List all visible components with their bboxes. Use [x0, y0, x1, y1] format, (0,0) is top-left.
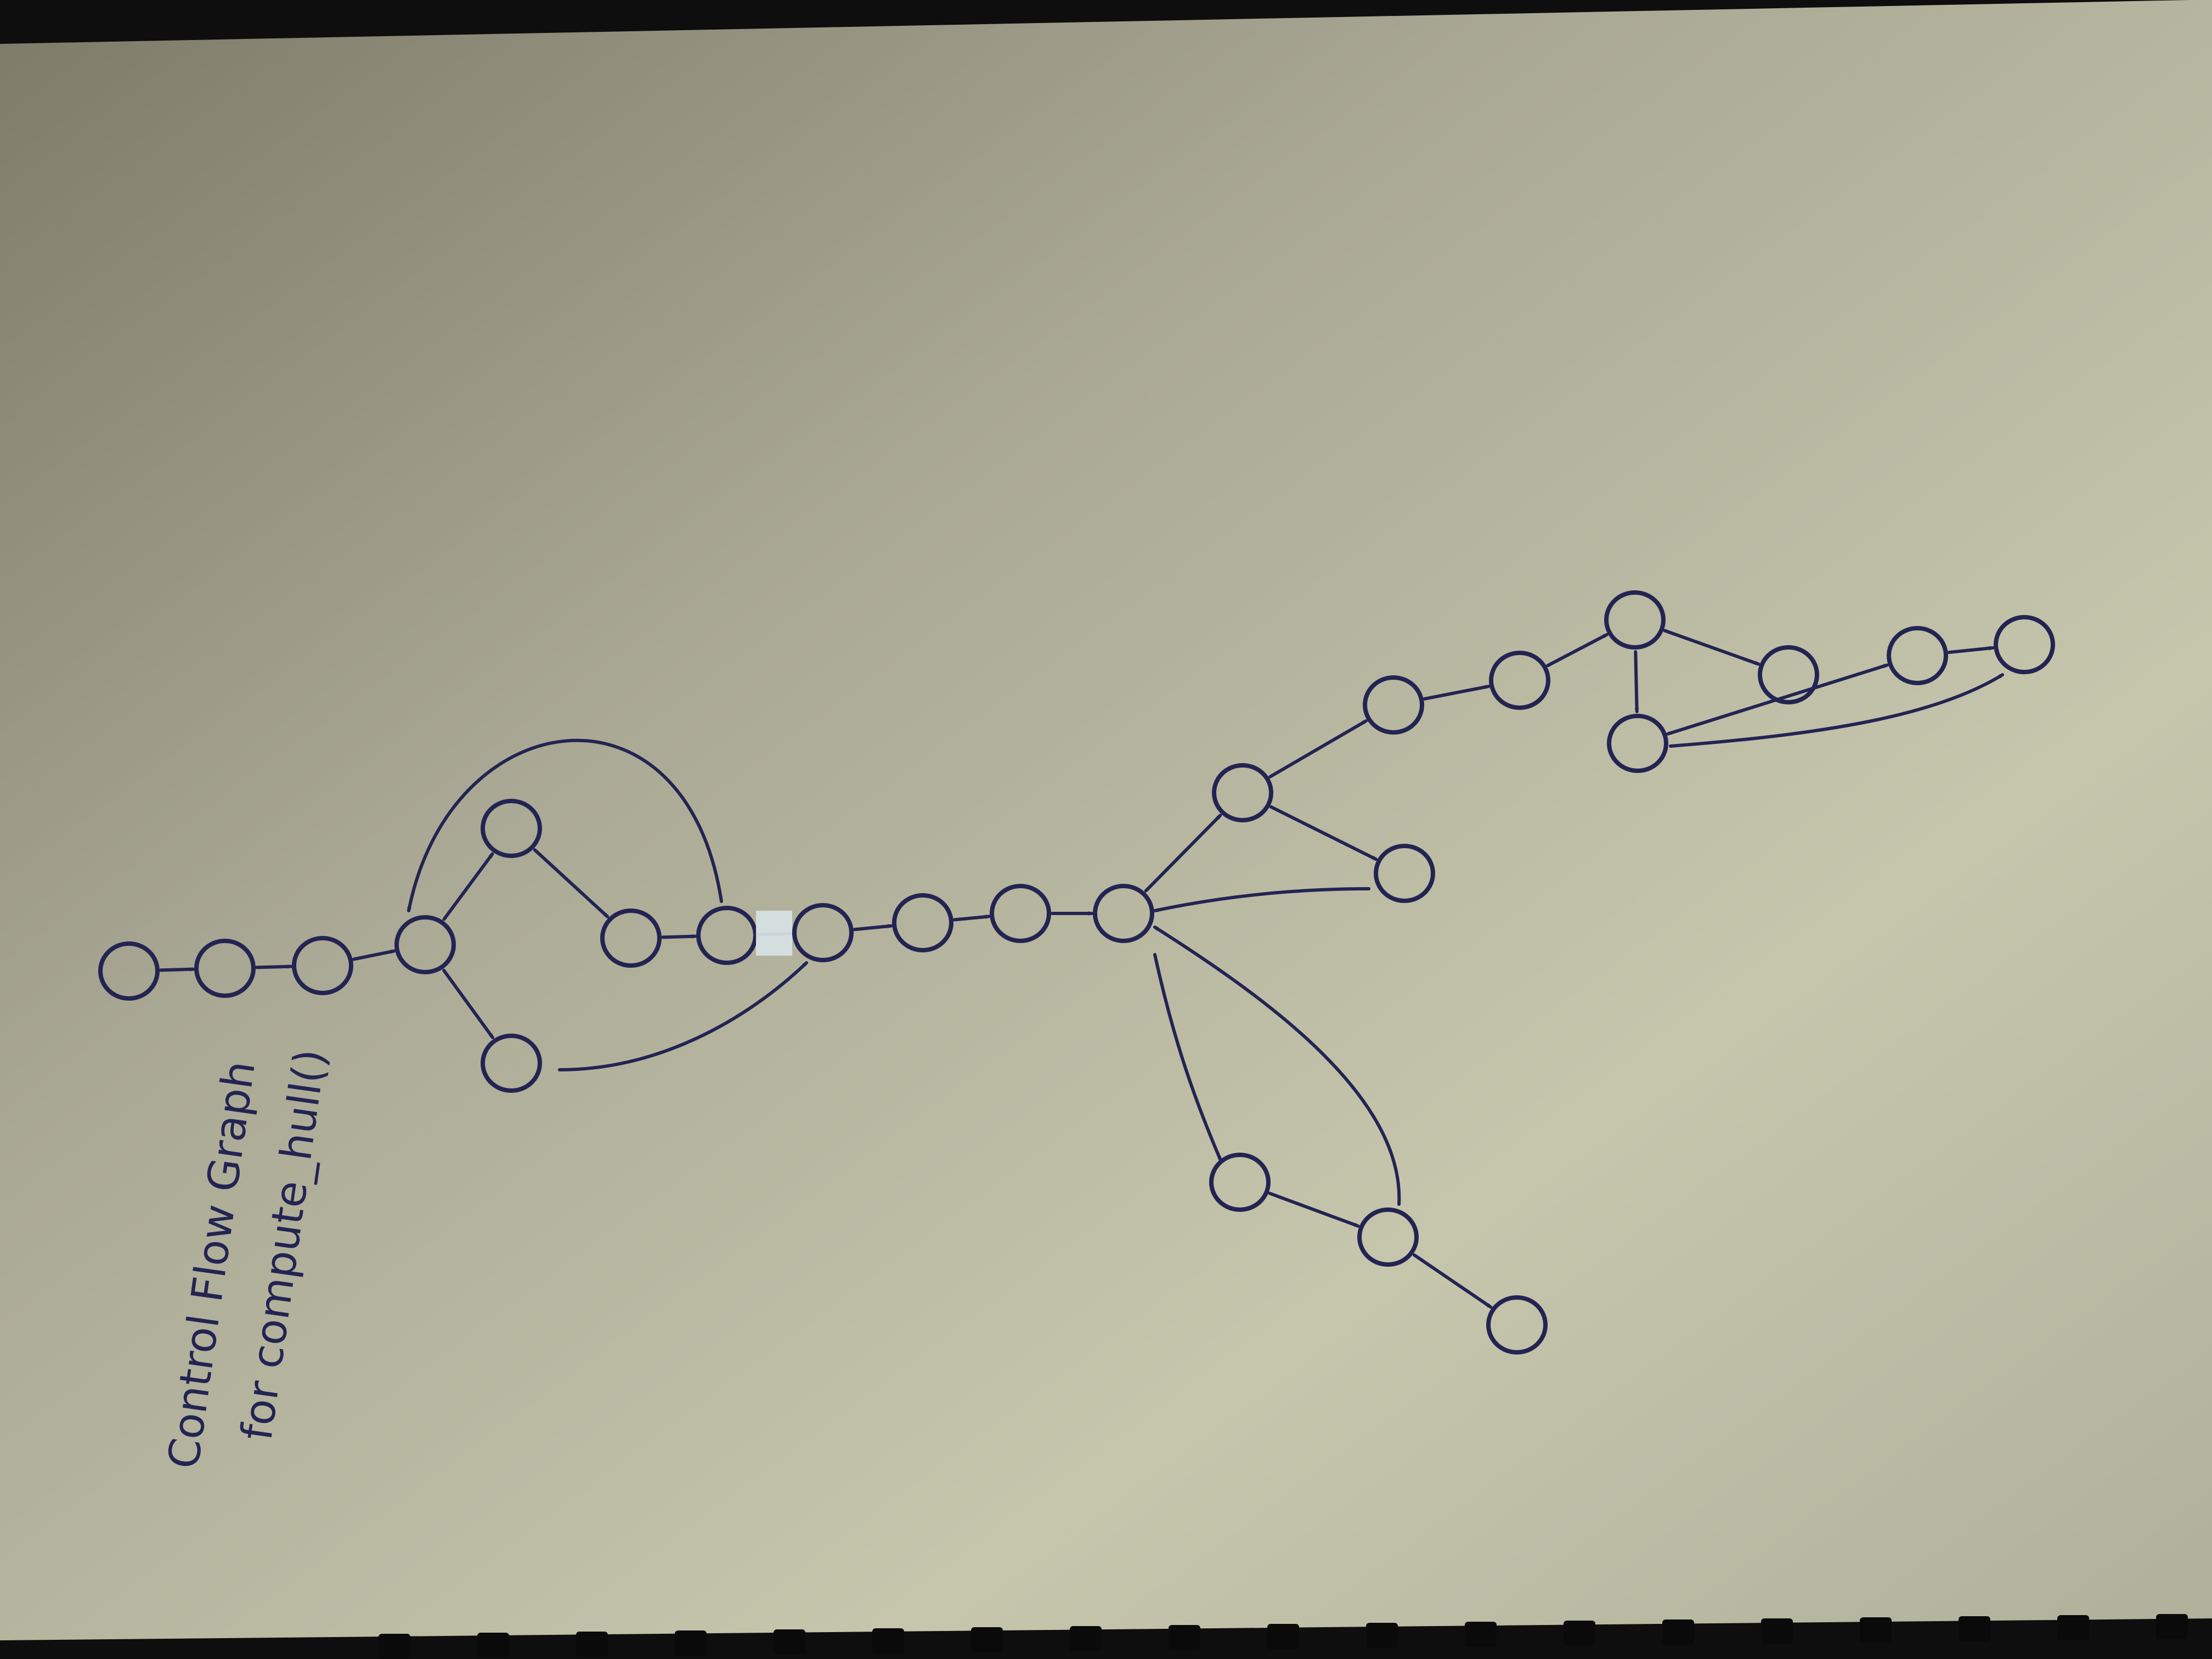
graph-edge-n24-n12	[1153, 926, 1401, 1206]
binding-hole	[774, 1629, 805, 1655]
binding-hole	[2156, 1614, 2188, 1639]
graph-node-n25	[1486, 1295, 1548, 1355]
binding-hole	[1267, 1624, 1299, 1649]
graph-node-n1	[98, 941, 160, 1001]
graph-node-n14	[1363, 675, 1424, 735]
graph-node-n3	[292, 936, 353, 995]
graph-edge-n15-n12	[1153, 887, 1370, 912]
graph-node-n5	[481, 799, 542, 858]
graph-edge-n17-n19	[1663, 629, 1760, 666]
graph-edge-n24-n25	[1412, 1253, 1493, 1309]
graph-node-n8	[792, 903, 854, 962]
spiral-binding	[379, 1614, 2188, 1659]
binding-hole	[675, 1630, 707, 1656]
graph-edge-n3-n4	[352, 949, 396, 961]
graph-node-n16	[1489, 651, 1550, 710]
graph-node-n15	[1374, 844, 1435, 903]
binding-hole	[477, 1633, 509, 1658]
graph-node-n23	[1209, 1153, 1271, 1212]
graph-edge-n12-n23	[1153, 953, 1222, 1162]
graph-node-n12	[1093, 884, 1154, 943]
graph-edge-n1-n2	[159, 969, 195, 972]
graph-node-n20	[1887, 626, 1948, 685]
graph-edge-n12-n13	[1144, 814, 1222, 893]
binding-hole	[1761, 1618, 1793, 1644]
graph-node-n11	[990, 884, 1051, 943]
graph-node-n18	[1607, 714, 1668, 773]
binding-hole	[576, 1632, 608, 1657]
graph-edge-n20-n21	[1947, 648, 1995, 654]
graph-edge-n13-n14	[1268, 719, 1368, 778]
graph-node-n21	[1994, 615, 2055, 674]
tape-strip	[756, 911, 792, 956]
node-layer	[98, 590, 2055, 1355]
binding-hole	[2057, 1615, 2089, 1640]
graph-node-n10	[892, 893, 953, 952]
binding-hole	[379, 1634, 410, 1659]
binding-hole	[1169, 1625, 1200, 1650]
binding-hole	[971, 1627, 1003, 1652]
binding-hole	[1662, 1620, 1694, 1645]
graph-node-n6	[600, 909, 662, 968]
graph-node-n4	[394, 915, 456, 974]
graph-node-n24	[1357, 1207, 1419, 1267]
binding-hole	[1366, 1623, 1398, 1648]
graph-edge-n23-n24	[1268, 1192, 1360, 1228]
graph-node-n9	[481, 1034, 542, 1093]
graph-edge-n7-n4	[407, 738, 723, 912]
binding-hole	[1860, 1617, 1892, 1643]
graph-edge-n17-n18	[1634, 650, 1637, 714]
graph-edge-n5-n6	[533, 848, 610, 918]
graph-edge-n10-n11	[952, 917, 991, 922]
binding-hole	[872, 1628, 904, 1654]
graph-edge-n9-n8	[558, 961, 808, 1071]
graph-edge-n4-n9	[442, 968, 494, 1040]
graph-edge-n14-n16	[1423, 685, 1491, 701]
graph-edge-n6-n7	[661, 936, 697, 939]
graph-edge-n2-n3	[255, 967, 293, 969]
graph-edge-n16-n17	[1546, 633, 1609, 668]
graph-node-n2	[194, 939, 256, 998]
binding-hole	[1959, 1616, 1990, 1641]
graph-node-n13	[1212, 763, 1273, 822]
binding-hole	[1465, 1622, 1497, 1647]
graph-node-n19	[1758, 645, 1819, 704]
graph-edge-n13-n15	[1269, 805, 1378, 861]
graph-edge-n8-n10	[853, 926, 893, 932]
graph-node-n17	[1604, 590, 1666, 650]
graph-edge-n19-n21	[1669, 673, 2004, 748]
graph-node-n7	[696, 906, 758, 965]
binding-hole	[1564, 1621, 1595, 1646]
graph-edge-n4-n5	[442, 852, 494, 921]
binding-hole	[1070, 1626, 1102, 1651]
